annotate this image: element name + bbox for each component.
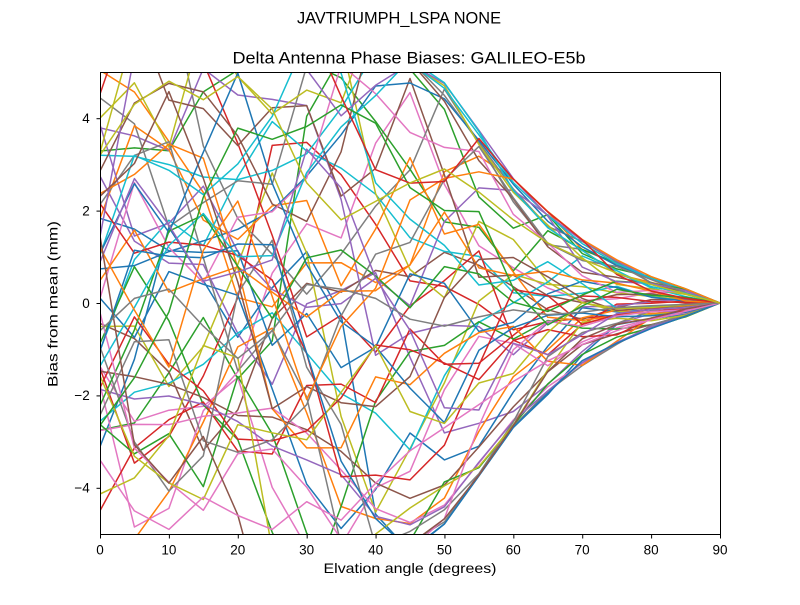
svg-text:90: 90 <box>712 543 727 558</box>
svg-text:60: 60 <box>506 543 521 558</box>
svg-text:2: 2 <box>82 203 90 218</box>
svg-text:80: 80 <box>644 543 659 558</box>
svg-text:Bias from mean (mm): Bias from mean (mm) <box>45 221 61 387</box>
svg-text:30: 30 <box>299 543 314 558</box>
svg-text:−4: −4 <box>74 481 90 496</box>
svg-text:20: 20 <box>230 543 245 558</box>
svg-text:40: 40 <box>368 543 383 558</box>
svg-text:50: 50 <box>437 543 452 558</box>
svg-text:Delta Antenna Phase Biases: GA: Delta Antenna Phase Biases: GALILEO-E5b <box>233 49 586 68</box>
svg-text:10: 10 <box>161 543 176 558</box>
svg-text:4: 4 <box>82 111 90 126</box>
svg-text:0: 0 <box>82 296 90 311</box>
svg-text:70: 70 <box>575 543 590 558</box>
svg-text:JAVTRIUMPH_LSPA NONE: JAVTRIUMPH_LSPA NONE <box>297 10 501 28</box>
svg-text:Elvation angle (degrees): Elvation angle (degrees) <box>324 560 497 576</box>
svg-text:0: 0 <box>96 543 104 558</box>
svg-text:−2: −2 <box>74 388 89 403</box>
